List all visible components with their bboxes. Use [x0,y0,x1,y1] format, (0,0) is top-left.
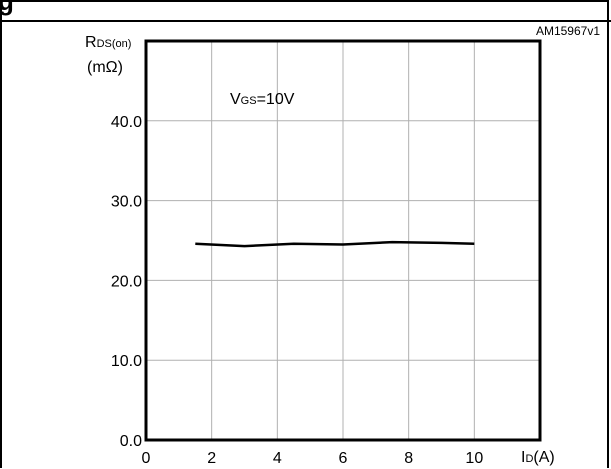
condition-annotation-main: V [230,91,241,108]
series-line [195,240,475,248]
x-tick-label: 10 [465,450,483,467]
x-tick-label: 2 [207,450,216,467]
y-tick-label: 10.0 [111,353,142,370]
grid [146,41,540,440]
x-tick-label: 0 [142,450,151,467]
plot-area-border [144,39,542,442]
y-axis-label: RDS(on) [85,34,131,51]
y-tick-label: 40.0 [111,114,142,131]
x-axis-label: ID(A) [521,449,555,466]
x-tick-label: 4 [273,450,282,467]
figure-top-rule [0,20,611,22]
y-tick-label: 30.0 [111,194,142,211]
x-tick-label: 6 [339,450,348,467]
series [195,240,475,248]
y-tick-label: 20.0 [111,273,142,290]
condition-annotation-sub: GS [241,95,257,107]
y-tick-label: 0.0 [120,433,142,450]
y-axis-label-main: R [85,34,97,51]
condition-annotation-rest: =10V [257,91,295,108]
x-axis-label-unit: (A) [533,449,554,466]
x-axis-label-main: I [521,449,525,466]
heading-fragment: g [0,0,14,16]
x-axis-label-sub: D [525,453,533,465]
figure-code: AM15967v1 [536,24,600,38]
axes: 0 2 4 6 8 10 0.0 10.0 20.0 30.0 40.0 [111,39,542,467]
condition-annotation: VGS=10V [230,91,295,108]
labels: RDS(on) (mΩ) ID(A) VGS=10V [85,34,555,466]
x-tick-label: 8 [404,450,413,467]
y-axis-label-sub: DS(on) [97,38,132,50]
y-axis-unit: (mΩ) [87,59,123,76]
